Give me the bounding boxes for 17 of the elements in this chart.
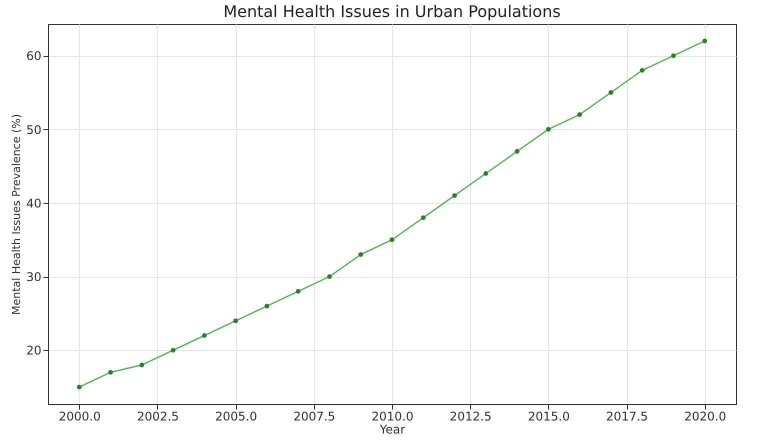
- x-tick-label: 2017.5: [606, 410, 648, 424]
- y-tick-label: 60: [26, 49, 42, 64]
- x-tick-label: 2012.5: [450, 410, 492, 424]
- x-tick-label: 2010.0: [372, 410, 414, 424]
- x-axis-title: Year: [378, 422, 406, 436]
- y-tick-label: 50: [26, 122, 42, 137]
- x-tick-label: 2000.0: [58, 410, 101, 424]
- x-tick-label: 2020.0: [684, 410, 726, 424]
- x-tick-label: 2015.0: [528, 410, 570, 424]
- chart-title: Mental Health Issues in Urban Populations: [223, 2, 561, 21]
- x-tick-label: 2002.5: [136, 410, 179, 424]
- x-tick-label: 2007.5: [293, 410, 336, 424]
- y-tick-label: 30: [26, 270, 42, 284]
- y-tick-label: 20: [26, 344, 42, 358]
- y-tick-label: 40: [26, 196, 42, 210]
- y-axis-title: Mental Health Issues Prevalence (%): [10, 114, 24, 316]
- x-tick-label: 2005.0: [215, 410, 258, 424]
